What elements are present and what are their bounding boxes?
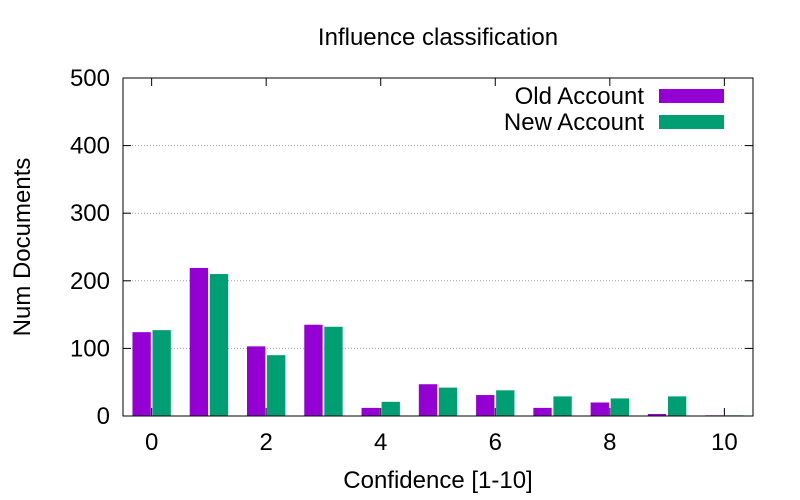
legend-label: Old Account	[515, 83, 645, 110]
axis-ticks: 0 100 200 300 400 500 0 2 4 6 8 10	[70, 65, 753, 456]
bar-old-account-0	[132, 332, 151, 416]
bar-new-account-9	[667, 396, 687, 416]
bar-old-account-8	[590, 402, 609, 416]
y-axis-label: Num Documents	[9, 158, 36, 337]
legend-swatch	[659, 115, 724, 129]
bar-new-account-5	[438, 387, 458, 416]
y-tick-label: 0	[97, 403, 110, 430]
bar-new-account-0	[152, 330, 171, 416]
y-tick-label: 200	[70, 268, 110, 295]
bar-new-account-7	[553, 396, 572, 416]
bars	[132, 267, 744, 416]
x-tick-label: 8	[603, 429, 616, 456]
bar-new-account-6	[496, 390, 515, 416]
y-tick-label: 500	[70, 65, 110, 92]
legend-label: New Account	[504, 109, 644, 136]
bar-old-account-6	[476, 395, 495, 416]
bar-old-account-9	[647, 413, 667, 416]
x-tick-label: 10	[711, 429, 738, 456]
y-tick-label: 400	[70, 133, 110, 160]
x-tick-label: 4	[374, 429, 387, 456]
bar-old-account-2	[246, 346, 266, 416]
x-tick-label: 6	[489, 429, 502, 456]
plot-frame	[122, 77, 754, 417]
x-axis-label: Confidence [1-10]	[343, 467, 532, 494]
x-tick-label: 0	[145, 429, 158, 456]
x-tick-label: 2	[260, 429, 273, 456]
y-tick-label: 100	[70, 335, 110, 362]
bar-old-account-5	[418, 384, 438, 416]
legend-swatch	[659, 89, 724, 103]
bar-new-account-3	[324, 326, 343, 416]
bar-old-account-4	[361, 407, 380, 416]
chart-title: Influence classification	[318, 24, 558, 51]
bar-new-account-1	[209, 274, 229, 416]
bar-new-account-4	[381, 401, 400, 416]
bar-old-account-7	[533, 407, 552, 416]
y-tick-label: 300	[70, 200, 110, 227]
bar-old-account-3	[304, 324, 323, 416]
bar-old-account-1	[189, 267, 209, 416]
bar-new-account-8	[610, 398, 630, 416]
bar-new-account-2	[267, 355, 286, 416]
